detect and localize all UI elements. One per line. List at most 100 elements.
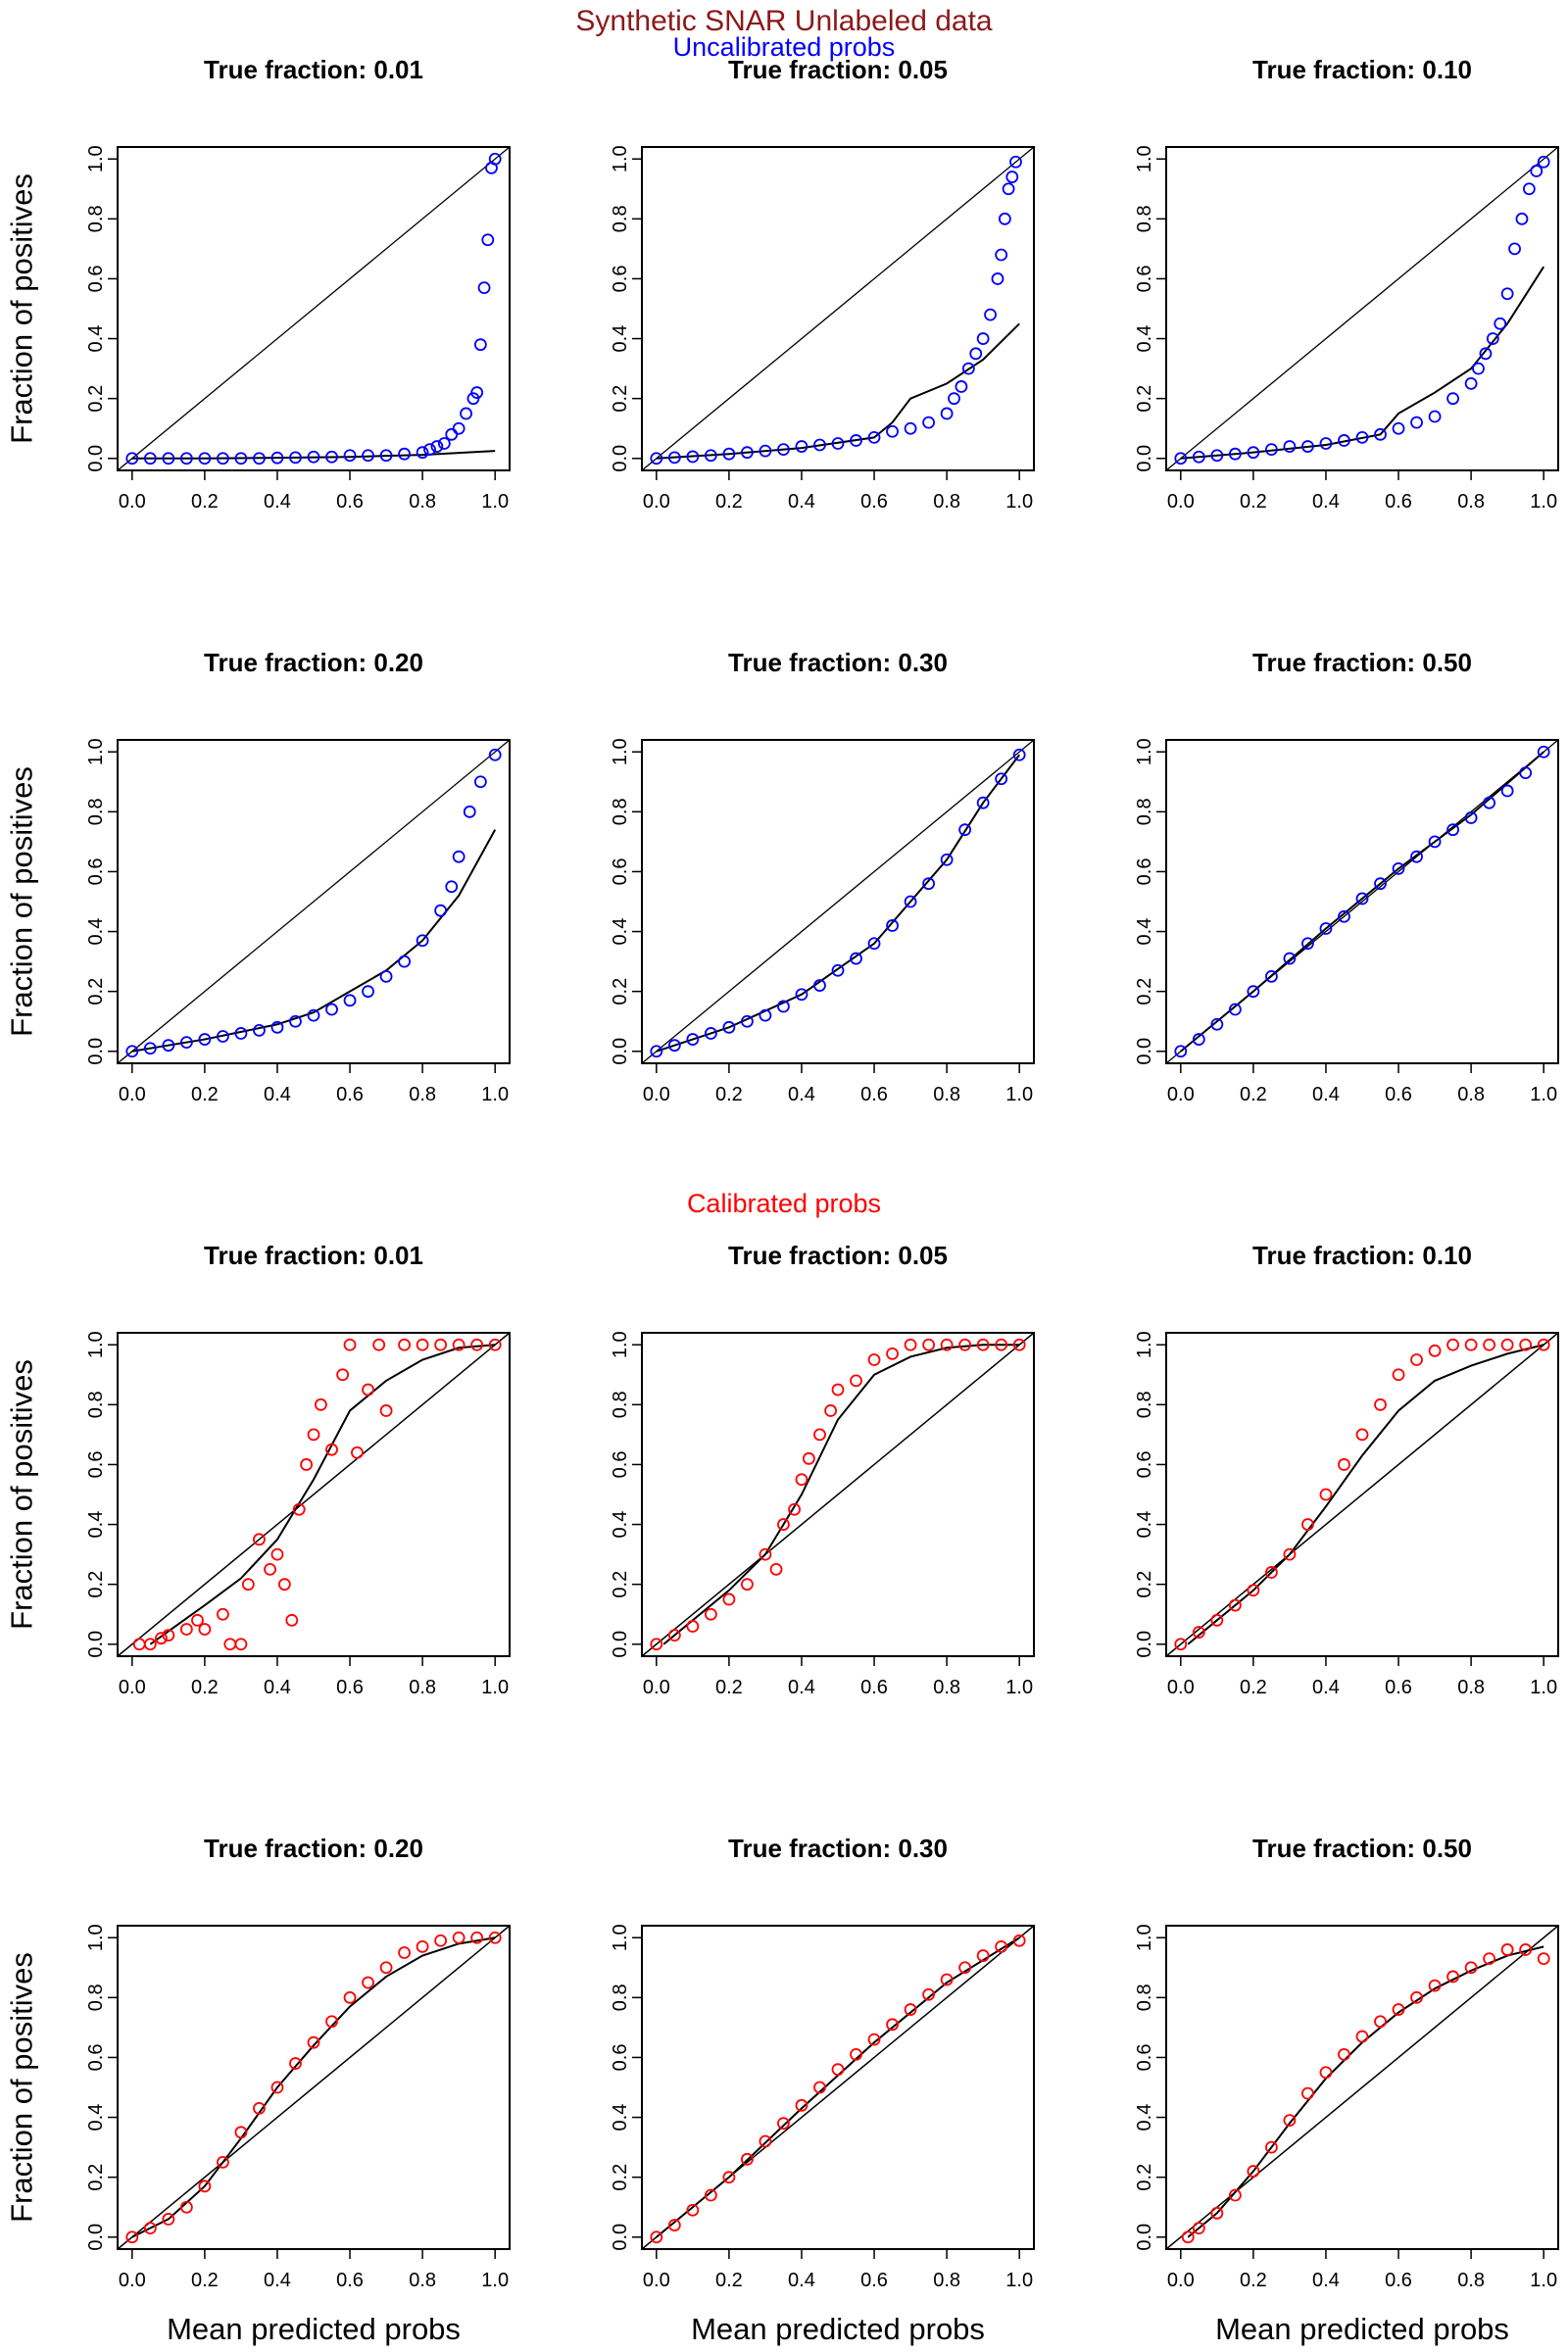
- data-point: [886, 1347, 899, 1360]
- y-tick-label: 0.4: [85, 325, 107, 353]
- y-tick-label: 0.0: [85, 445, 107, 472]
- data-point: [434, 1934, 448, 1947]
- fit-curve: [131, 1936, 496, 2238]
- x-tick-label: 0.2: [1240, 1677, 1267, 1698]
- y-tick-label: 0.2: [1134, 1571, 1155, 1598]
- data-point: [686, 2203, 700, 2217]
- x-tick-label: 0.4: [1312, 491, 1340, 513]
- data-point: [143, 2222, 157, 2235]
- data-point: [1247, 1584, 1260, 1597]
- y-tick-label: 1.0: [610, 1331, 631, 1358]
- data-point: [1247, 985, 1260, 999]
- data-point: [1338, 434, 1350, 447]
- panel-11: True fraction: 0.30 0.0 0.0 0.2 0.2 0.4 0.4 0.6…: [610, 1834, 1035, 2346]
- data-point: [976, 1949, 990, 1962]
- data-point: [343, 449, 357, 463]
- x-tick-label: 1.0: [481, 491, 509, 513]
- data-point: [741, 1014, 754, 1028]
- data-point: [300, 1458, 313, 1471]
- y-tick-label: 1.0: [610, 1924, 631, 1951]
- data-point: [948, 392, 960, 406]
- data-point: [998, 212, 1011, 225]
- x-tick-label: 0.0: [1167, 1084, 1195, 1105]
- data-point: [132, 1638, 146, 1651]
- x-tick-label: 0.0: [1167, 2270, 1195, 2291]
- y-tick-label: 0.6: [1134, 858, 1155, 886]
- data-point: [1392, 2003, 1405, 2016]
- data-point: [362, 1976, 374, 1989]
- data-point: [1301, 937, 1314, 951]
- y-tick-label: 0.4: [85, 1511, 107, 1539]
- panel-3: True fraction: 0.10 0.0 0.0 0.2 0.2 0.4 0.4 0.6…: [1134, 55, 1559, 513]
- x-tick-label: 0.2: [715, 2270, 743, 2291]
- y-tick-label: 0.6: [85, 1451, 107, 1479]
- panel-title: True fraction: 0.10: [1252, 1241, 1472, 1270]
- data-point: [343, 994, 357, 1007]
- y-tick-label: 0.4: [610, 1511, 631, 1539]
- data-point: [1446, 392, 1459, 406]
- data-point: [1464, 376, 1478, 390]
- data-point: [1228, 447, 1242, 461]
- data-point: [1319, 2066, 1333, 2080]
- data-point: [1247, 446, 1260, 460]
- data-point: [217, 1607, 229, 1621]
- diagonal-reference-line: [641, 1332, 1035, 1657]
- data-point: [434, 1338, 448, 1351]
- data-point: [481, 233, 495, 247]
- y-tick-label: 0.4: [85, 918, 107, 946]
- y-tick-label: 1.0: [1134, 738, 1155, 765]
- y-tick-label: 0.4: [610, 2104, 631, 2132]
- data-point: [234, 1638, 248, 1651]
- y-tick-label: 0.0: [1134, 1631, 1155, 1658]
- x-tick-label: 0.4: [788, 1084, 815, 1105]
- data-point: [1210, 2206, 1224, 2220]
- data-point: [1446, 823, 1459, 837]
- x-tick-label: 0.8: [409, 1084, 436, 1105]
- data-point: [445, 427, 459, 441]
- data-point: [1508, 242, 1521, 256]
- data-point: [253, 1023, 266, 1037]
- y-tick-label: 0.2: [85, 2164, 107, 2191]
- data-point: [1374, 427, 1387, 441]
- data-point: [1500, 784, 1514, 798]
- data-point: [813, 438, 826, 452]
- panel-title: True fraction: 0.05: [728, 55, 948, 84]
- data-point: [1486, 332, 1499, 345]
- data-point: [1374, 2015, 1387, 2029]
- data-point: [1192, 450, 1205, 464]
- data-point: [722, 1592, 736, 1606]
- y-tick-label: 0.8: [1134, 205, 1155, 232]
- data-point: [452, 1931, 466, 1944]
- data-point: [741, 2152, 754, 2166]
- x-tick-label: 1.0: [481, 2270, 509, 2291]
- data-point: [1210, 1017, 1224, 1031]
- data-point: [1210, 1613, 1224, 1627]
- data-point: [1519, 1338, 1533, 1351]
- y-tick-label: 0.6: [1134, 266, 1155, 293]
- y-tick-label: 0.8: [610, 1984, 631, 2011]
- data-point: [741, 1578, 754, 1592]
- data-point: [795, 2098, 808, 2112]
- data-point: [904, 2003, 917, 2016]
- x-tick-label: 0.6: [1385, 1677, 1412, 1698]
- data-point: [1500, 287, 1514, 301]
- x-tick-label: 0.4: [788, 491, 815, 513]
- x-tick-label: 0.0: [643, 1084, 670, 1105]
- data-point: [777, 2117, 790, 2131]
- x-tick-label: 1.0: [1530, 2270, 1557, 2291]
- diagonal-reference-line: [117, 1925, 511, 2250]
- y-tick-label: 0.0: [610, 445, 631, 472]
- y-tick-label: 0.0: [1134, 445, 1155, 472]
- y-tick-label: 0.2: [85, 978, 107, 1005]
- x-tick-label: 0.8: [409, 491, 436, 513]
- fit-curve: [1180, 266, 1545, 460]
- data-point: [1537, 1952, 1550, 1966]
- data-point: [1519, 766, 1533, 780]
- data-point: [217, 2155, 229, 2169]
- data-point: [125, 2230, 139, 2244]
- data-point: [650, 1638, 663, 1651]
- data-point: [1228, 2188, 1242, 2202]
- data-point: [831, 2063, 845, 2077]
- data-point: [253, 2101, 266, 2115]
- data-point: [143, 1042, 157, 1055]
